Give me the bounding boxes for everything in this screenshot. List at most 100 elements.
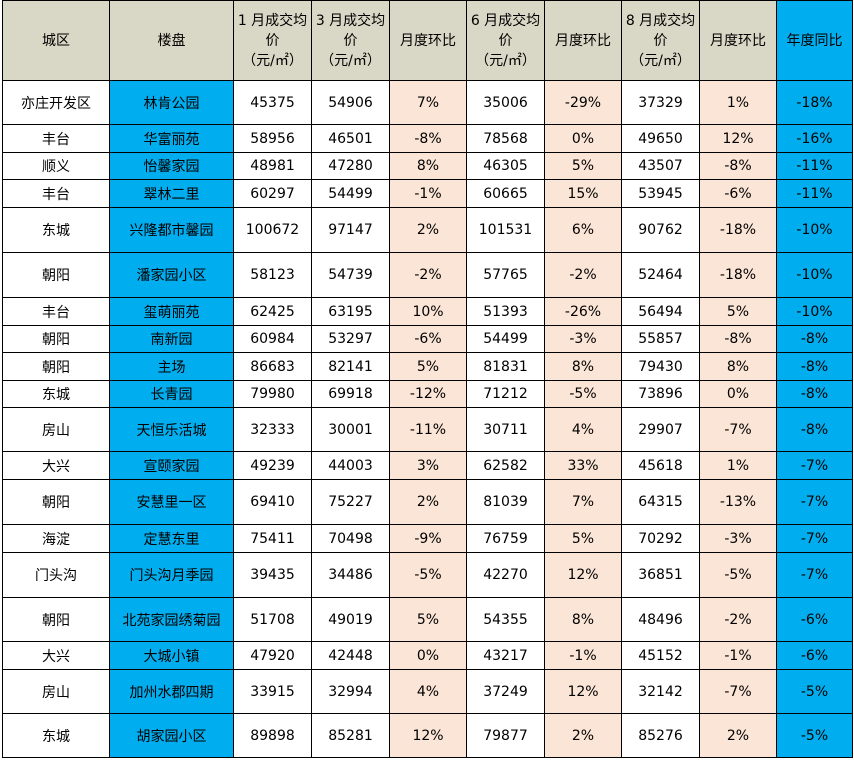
row-yoy: -6% (776, 641, 853, 670)
row-district: 朝阳 (2, 252, 110, 298)
row-mom-3: 2% (699, 713, 777, 758)
row-project: 加州水郡四期 (109, 669, 234, 714)
row-aug-price: 45152 (621, 641, 700, 670)
row-mar-price: 49019 (311, 597, 390, 642)
row-jan-price: 60984 (233, 325, 312, 353)
table-row: 朝阳 南新园 60984 53297 -6% 54499 -3% 55857 -8% -8% (2, 325, 853, 353)
row-district: 丰台 (2, 124, 110, 153)
row-aug-price: 45618 (621, 451, 700, 480)
header-aug-price: 8 月成交均 价 （元/㎡） (621, 0, 700, 81)
header-jan-price: 1 月成交均 价 （元/㎡） (233, 0, 312, 81)
row-mar-price: 97147 (311, 207, 390, 253)
row-district: 大兴 (2, 451, 110, 480)
row-project: 胡家园小区 (109, 713, 234, 758)
row-jan-price: 47920 (233, 641, 312, 670)
row-project: 主场 (109, 352, 234, 381)
row-jan-price: 58123 (233, 252, 312, 298)
row-mom-3: -2% (699, 597, 777, 642)
row-project: 林肯公园 (109, 80, 234, 125)
row-jan-price: 62425 (233, 297, 312, 326)
row-aug-price: 52464 (621, 252, 700, 298)
header-mom-2: 月度环比 (544, 0, 622, 81)
table-row: 东城 胡家园小区 89898 85281 12% 79877 2% 85276 2% -5% (2, 713, 853, 758)
row-jan-price: 75411 (233, 524, 312, 553)
row-district: 东城 (2, 207, 110, 253)
table-row: 海淀 定慧东里 75411 70498 -9% 76759 5% 70292 -3% -7% (2, 524, 853, 553)
row-project: 翠林二里 (109, 179, 234, 208)
row-mom-3: -8% (699, 152, 777, 180)
row-district: 房山 (2, 669, 110, 714)
row-aug-price: 79430 (621, 352, 700, 381)
row-mom-1: 10% (389, 297, 467, 326)
row-mom-2: 12% (544, 552, 622, 598)
row-mom-3: 5% (699, 297, 777, 326)
row-mar-price: 30001 (311, 407, 390, 452)
row-district: 顺义 (2, 152, 110, 180)
row-mom-2: -29% (544, 80, 622, 125)
table-row: 顺义 怡馨家园 48981 47280 8% 46305 5% 43507 -8% -11% (2, 152, 853, 180)
row-aug-price: 90762 (621, 207, 700, 253)
row-mom-3: -5% (699, 552, 777, 598)
row-yoy: -10% (776, 297, 853, 326)
row-aug-price: 49650 (621, 124, 700, 153)
row-yoy: -10% (776, 252, 853, 298)
row-mom-3: -8% (699, 325, 777, 353)
row-mom-1: -9% (389, 524, 467, 553)
row-mom-3: -6% (699, 179, 777, 208)
row-mom-2: 12% (544, 669, 622, 714)
row-mar-price: 44003 (311, 451, 390, 480)
row-mom-2: -2% (544, 252, 622, 298)
row-jun-price: 101531 (466, 207, 545, 253)
header-jan-price-line2: 价 (265, 32, 280, 49)
row-jun-price: 54355 (466, 597, 545, 642)
row-mar-price: 82141 (311, 352, 390, 381)
row-aug-price: 70292 (621, 524, 700, 553)
row-jun-price: 62582 (466, 451, 545, 480)
row-yoy: -11% (776, 179, 853, 208)
row-jun-price: 54499 (466, 325, 545, 353)
row-mom-2: 5% (544, 152, 622, 180)
row-district: 朝阳 (2, 352, 110, 381)
row-district: 朝阳 (2, 325, 110, 353)
row-aug-price: 48496 (621, 597, 700, 642)
row-mom-2: 15% (544, 179, 622, 208)
row-aug-price: 36851 (621, 552, 700, 598)
row-mar-price: 75227 (311, 479, 390, 525)
row-project: 大城小镇 (109, 641, 234, 670)
row-jun-price: 60665 (466, 179, 545, 208)
row-jan-price: 100672 (233, 207, 312, 253)
row-mom-1: -2% (389, 252, 467, 298)
row-mom-2: -1% (544, 641, 622, 670)
header-project: 楼盘 (109, 0, 234, 81)
row-district: 大兴 (2, 641, 110, 670)
row-mom-2: 4% (544, 407, 622, 452)
row-yoy: -11% (776, 152, 853, 180)
table-row: 朝阳 安慧里一区 69410 75227 2% 81039 7% 64315 -13% -7% (2, 479, 853, 525)
row-mar-price: 54739 (311, 252, 390, 298)
header-mom-3: 月度环比 (699, 0, 777, 81)
row-yoy: -8% (776, 325, 853, 353)
row-mom-3: 1% (699, 80, 777, 125)
header-aug-price-line3: （元/㎡） (630, 52, 691, 69)
row-jun-price: 71212 (466, 380, 545, 408)
row-aug-price: 29907 (621, 407, 700, 452)
header-aug-price-line1: 8 月成交均 (625, 12, 696, 29)
row-mar-price: 46501 (311, 124, 390, 153)
row-mom-1: 0% (389, 641, 467, 670)
header-jan-price-line1: 1 月成交均 (237, 12, 308, 29)
row-district: 海淀 (2, 524, 110, 553)
row-mar-price: 63195 (311, 297, 390, 326)
row-project: 门头沟月季园 (109, 552, 234, 598)
row-mom-3: -18% (699, 207, 777, 253)
header-yoy: 年度同比 (776, 0, 853, 81)
row-mom-2: -26% (544, 297, 622, 326)
row-mom-1: -12% (389, 380, 467, 408)
row-mom-3: -7% (699, 407, 777, 452)
row-jun-price: 43217 (466, 641, 545, 670)
header-jan-price-line3: （元/㎡） (242, 52, 303, 69)
row-jun-price: 51393 (466, 297, 545, 326)
table-row: 丰台 玺萌丽苑 62425 63195 10% 51393 -26% 56494 5% -10% (2, 297, 853, 326)
row-mom-2: 0% (544, 124, 622, 153)
header-mar-price-line1: 3 月成交均 (315, 12, 386, 29)
row-mom-1: -6% (389, 325, 467, 353)
